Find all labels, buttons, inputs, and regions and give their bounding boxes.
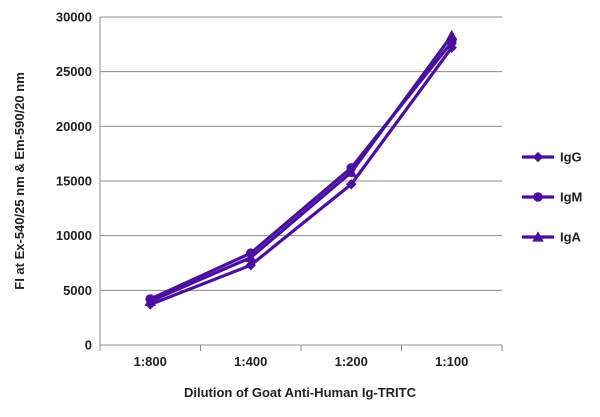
series-line xyxy=(149,41,453,301)
x-tick-label: 1:200 xyxy=(335,354,368,369)
y-axis-title: FI at Ex-540/25 nm & Em-590/20 nm xyxy=(12,72,27,289)
y-tick-label: 25000 xyxy=(56,64,92,79)
legend-label: IgA xyxy=(560,230,582,245)
y-tick-label: 20000 xyxy=(56,119,92,134)
series-line xyxy=(149,34,454,303)
legend: IgG IgM IgA xyxy=(522,150,582,245)
y-tick-label: 0 xyxy=(85,338,92,353)
legend-marker xyxy=(533,192,543,202)
legend-label: IgM xyxy=(560,190,582,205)
data-point xyxy=(346,179,357,190)
gridlines xyxy=(100,16,502,291)
x-tick-label: 1:400 xyxy=(234,354,267,369)
series-iga xyxy=(144,29,458,306)
y-tick-label: 5000 xyxy=(63,283,92,298)
data-point xyxy=(345,166,358,177)
series-line xyxy=(149,46,454,307)
x-tick-labels: 1:800 1:400 1:200 1:100 xyxy=(134,354,469,369)
legend-marker xyxy=(532,231,544,242)
legend-label: IgG xyxy=(560,150,582,165)
x-axis-title: Dilution of Goat Anti-Human Ig-TRITC xyxy=(184,385,417,400)
data-point xyxy=(445,29,458,41)
series-igm xyxy=(145,37,457,304)
legend-marker xyxy=(532,151,544,163)
data-point xyxy=(446,42,457,53)
y-tick-label: 30000 xyxy=(56,10,92,25)
series-igg xyxy=(145,42,457,310)
series-lines xyxy=(144,29,458,310)
axes xyxy=(99,17,503,351)
data-point xyxy=(245,259,256,271)
legend-item-igg: IgG xyxy=(522,150,582,165)
legend-item-iga: IgA xyxy=(522,230,582,245)
y-tick-labels: 0 5000 10000 15000 20000 25000 30000 xyxy=(56,10,92,353)
x-tick-label: 1:100 xyxy=(435,354,468,369)
data-point xyxy=(144,295,157,306)
data-point xyxy=(244,251,257,263)
x-tick-label: 1:800 xyxy=(134,354,167,369)
y-tick-label: 10000 xyxy=(56,228,92,243)
legend-item-igm: IgM xyxy=(522,190,582,205)
y-tick-label: 15000 xyxy=(56,174,92,189)
